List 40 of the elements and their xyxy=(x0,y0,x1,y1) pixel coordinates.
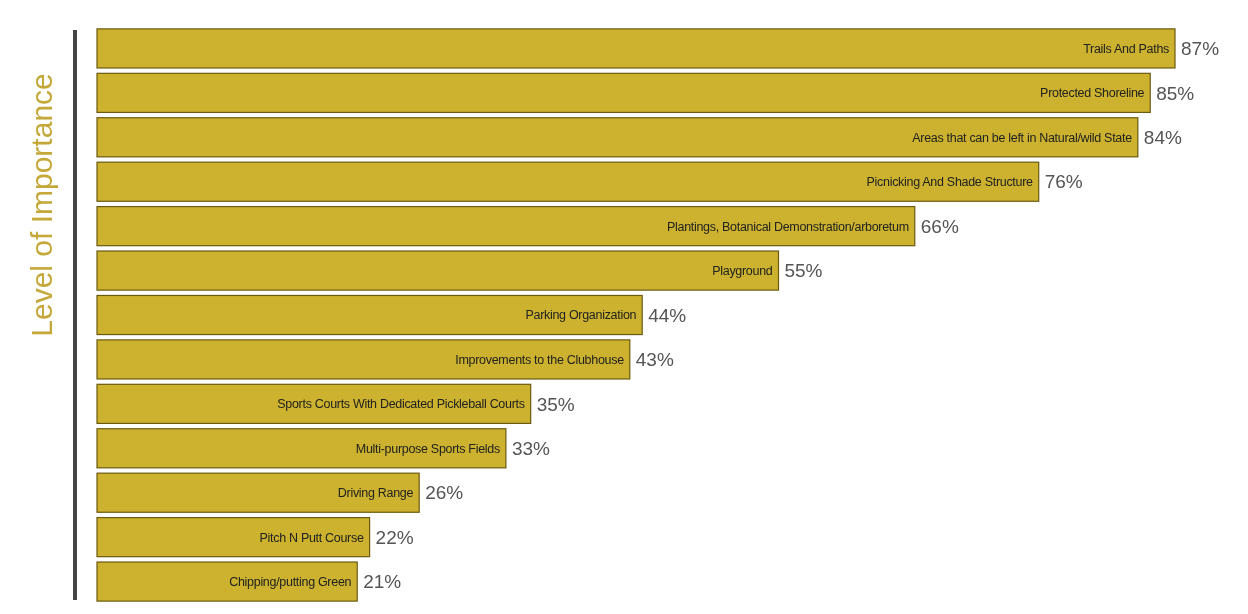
bar xyxy=(96,516,371,558)
bar xyxy=(96,383,532,424)
bar xyxy=(96,72,1151,114)
data-label: 66% xyxy=(920,215,959,237)
bar xyxy=(96,206,916,247)
y-tick-label: Improvements to the Clubhouse xyxy=(455,352,625,367)
y-axis-title: Level of Importance xyxy=(25,73,58,337)
y-tick-label: Plantings, Botanical Demonstration/arboretum xyxy=(667,219,909,234)
data-label: 87% xyxy=(1181,38,1220,60)
bar xyxy=(96,294,643,336)
y-tick-label: Pitch N Putt Course xyxy=(259,530,364,545)
bar xyxy=(96,161,1040,202)
bar xyxy=(96,250,780,291)
y-tick-label: Sports Courts With Dedicated Pickleball Courts xyxy=(277,397,525,412)
bar xyxy=(96,339,631,380)
data-label: 43% xyxy=(635,349,674,371)
y-tick-label: Multi-purpose Sports Fields xyxy=(355,441,500,456)
data-label: 84% xyxy=(1143,126,1182,148)
data-label: 85% xyxy=(1156,82,1195,104)
y-tick-label: Picnicking And Shade Structure xyxy=(866,175,1034,190)
y-tick-label: Chipping/putting Green xyxy=(229,574,352,589)
data-label: 22% xyxy=(375,526,414,548)
bar xyxy=(96,28,1176,69)
y-tick-label: Parking Organization xyxy=(525,308,637,323)
y-tick-label: Protected Shoreline xyxy=(1040,86,1145,101)
bar xyxy=(96,428,507,469)
y-tick-label: Playground xyxy=(712,263,773,278)
y-tick-label: Areas that can be left in Natural/wild State xyxy=(912,130,1133,145)
data-label: 35% xyxy=(536,393,575,415)
bar xyxy=(96,472,420,513)
data-label: 55% xyxy=(784,260,823,282)
data-label: 26% xyxy=(425,482,464,504)
data-label: 21% xyxy=(363,571,402,593)
bar xyxy=(96,561,358,602)
data-label: 76% xyxy=(1044,171,1083,193)
data-label: 33% xyxy=(511,437,551,459)
bar xyxy=(96,117,1139,158)
y-tick-label: Trails And Paths xyxy=(1083,41,1170,56)
data-label: 44% xyxy=(648,304,687,326)
y-tick-label: Driving Range xyxy=(337,486,414,501)
